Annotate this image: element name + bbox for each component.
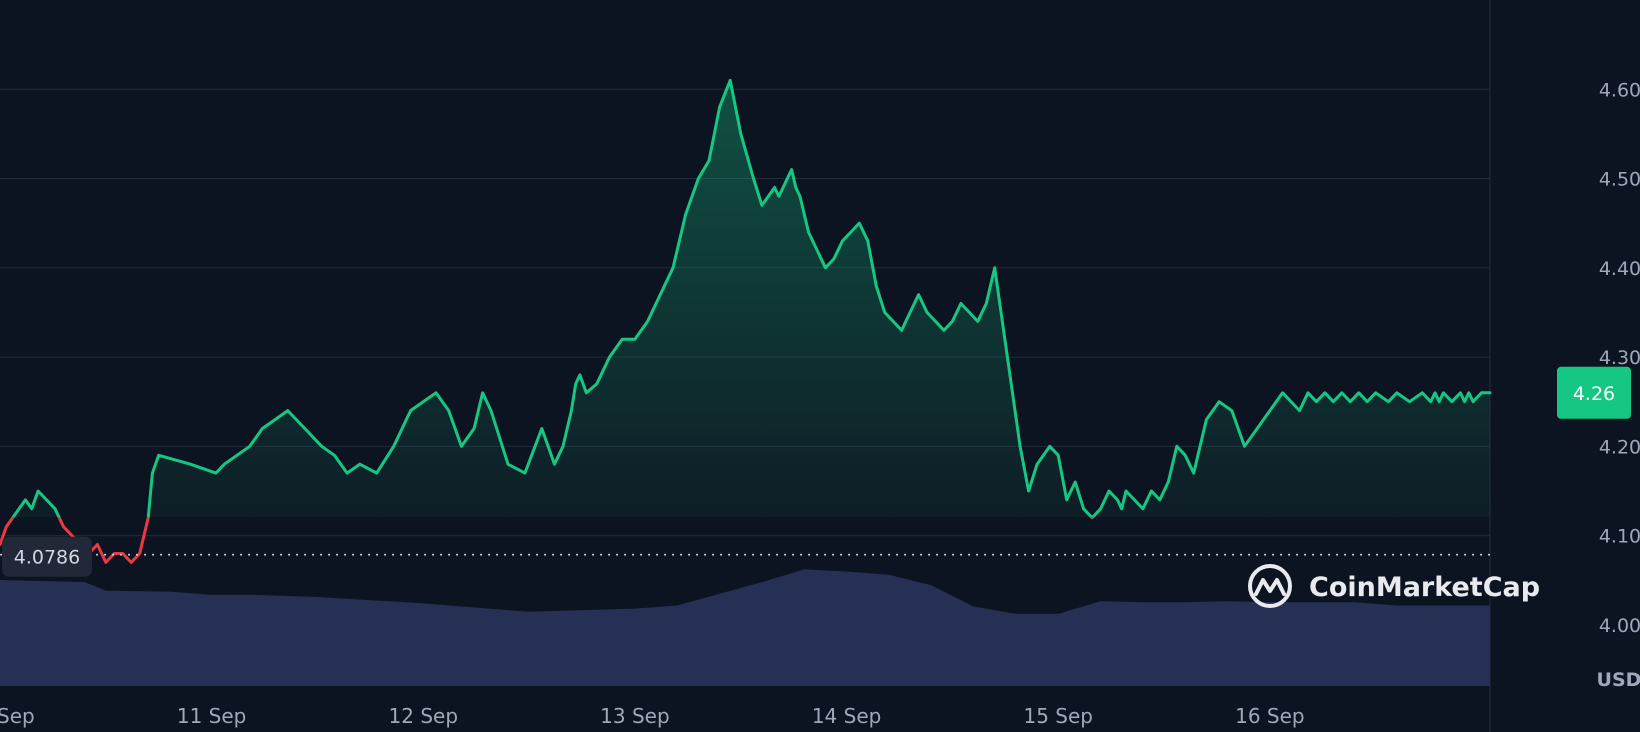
y-tick-label: 4.00: [1599, 615, 1640, 637]
y-axis: 4.00 4.10 4.20 4.30 4.40 4.50 4.60: [1599, 79, 1640, 637]
price-series[interactable]: [0, 78, 1492, 564]
y-tick-label: 4.60: [1599, 79, 1640, 101]
y-tick-label: 4.10: [1599, 526, 1640, 548]
x-axis: 10 Sep 11 Sep 12 Sep 13 Sep 14 Sep 15 Sep 16 S…: [0, 704, 1305, 728]
coinmarketcap-logo-icon: [1248, 564, 1292, 608]
y-tick-label: 4.50: [1599, 169, 1640, 191]
x-tick-label: 12 Sep: [389, 704, 459, 728]
x-tick-label: 13 Sep: [600, 704, 670, 728]
volume-series: [0, 569, 1490, 686]
x-tick-label: 14 Sep: [812, 704, 882, 728]
watermark-text: CoinMarketCap: [1309, 572, 1540, 603]
watermark: CoinMarketCap: [1248, 564, 1540, 608]
price-area: [13, 80, 1490, 517]
y-tick-label: 4.40: [1599, 258, 1640, 280]
y-tick-label: 4.30: [1599, 347, 1640, 369]
current-price-badge: 4.26: [1557, 366, 1631, 419]
y-tick-label: 4.20: [1599, 436, 1640, 458]
x-tick-label: 10 Sep: [0, 704, 35, 728]
currency-unit-label: USD: [1597, 669, 1640, 691]
price-area-fill: [13, 80, 1490, 517]
x-tick-label: 16 Sep: [1235, 704, 1305, 728]
reference-price-label: 4.0786: [14, 547, 80, 569]
x-tick-label: 15 Sep: [1023, 704, 1093, 728]
volume-area: [0, 569, 1490, 686]
x-tick-label: 11 Sep: [177, 704, 247, 728]
reference-price-badge: 4.0786: [2, 536, 92, 577]
price-line-up[interactable]: [0, 78, 1492, 562]
current-price-label: 4.26: [1573, 383, 1615, 405]
